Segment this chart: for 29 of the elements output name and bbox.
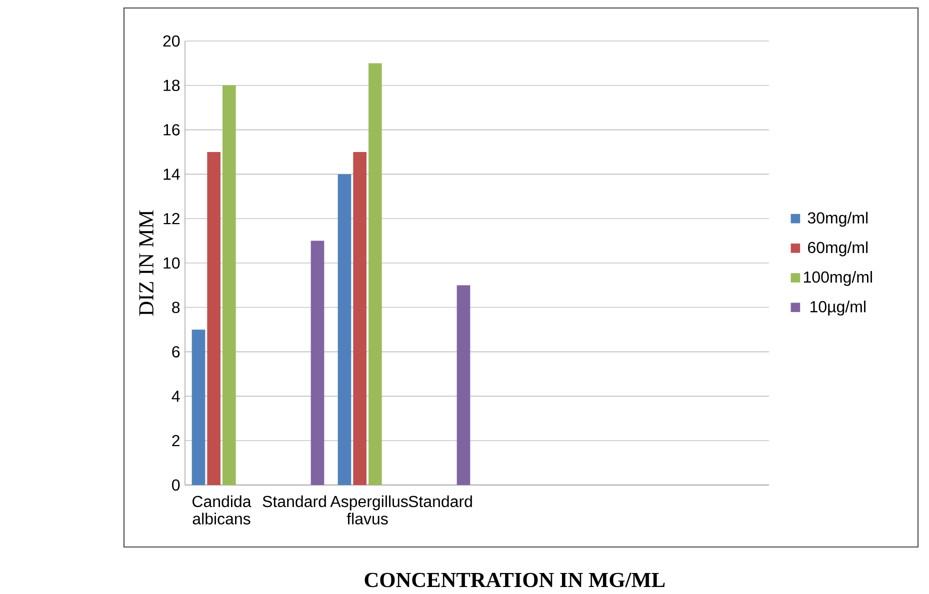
y-axis-title: DIZ IN MM — [139, 210, 154, 316]
x-axis-title: CONCENTRATION IN MG/ML — [364, 572, 665, 588]
y-tick-label: 0 — [172, 479, 180, 491]
y-tick-label: 6 — [172, 346, 180, 358]
y-tick-label: 14 — [164, 168, 180, 180]
y-tick-label: 16 — [164, 124, 180, 136]
y-tick-label: 4 — [172, 390, 180, 402]
y-tick-label: 10 — [164, 257, 180, 269]
x-tick-label: Standard — [262, 495, 326, 508]
y-tick-label: 20 — [163, 35, 180, 47]
bar — [207, 152, 220, 485]
y-tick-label: 8 — [172, 302, 180, 314]
bar — [310, 240, 324, 485]
bar — [338, 174, 352, 485]
legend-label: 100mg/ml — [804, 271, 872, 286]
bar — [192, 330, 206, 485]
bar — [456, 285, 470, 485]
bar — [368, 63, 382, 485]
y-tick-label: 12 — [164, 213, 180, 224]
legend-label: 10µg/ml — [810, 300, 866, 316]
y-tick-label: 18 — [164, 80, 180, 92]
x-tick-label: Aspergillus flavus — [330, 495, 408, 524]
legend-label: 30mg/ml — [808, 212, 868, 227]
x-tick-label: Standard — [408, 495, 472, 508]
y-tick-label: 2 — [172, 435, 180, 446]
x-tick-label: Candida albicans — [192, 495, 252, 524]
legend-label: 60mg/ml — [808, 241, 868, 256]
bar — [222, 85, 236, 485]
bar — [353, 152, 366, 485]
